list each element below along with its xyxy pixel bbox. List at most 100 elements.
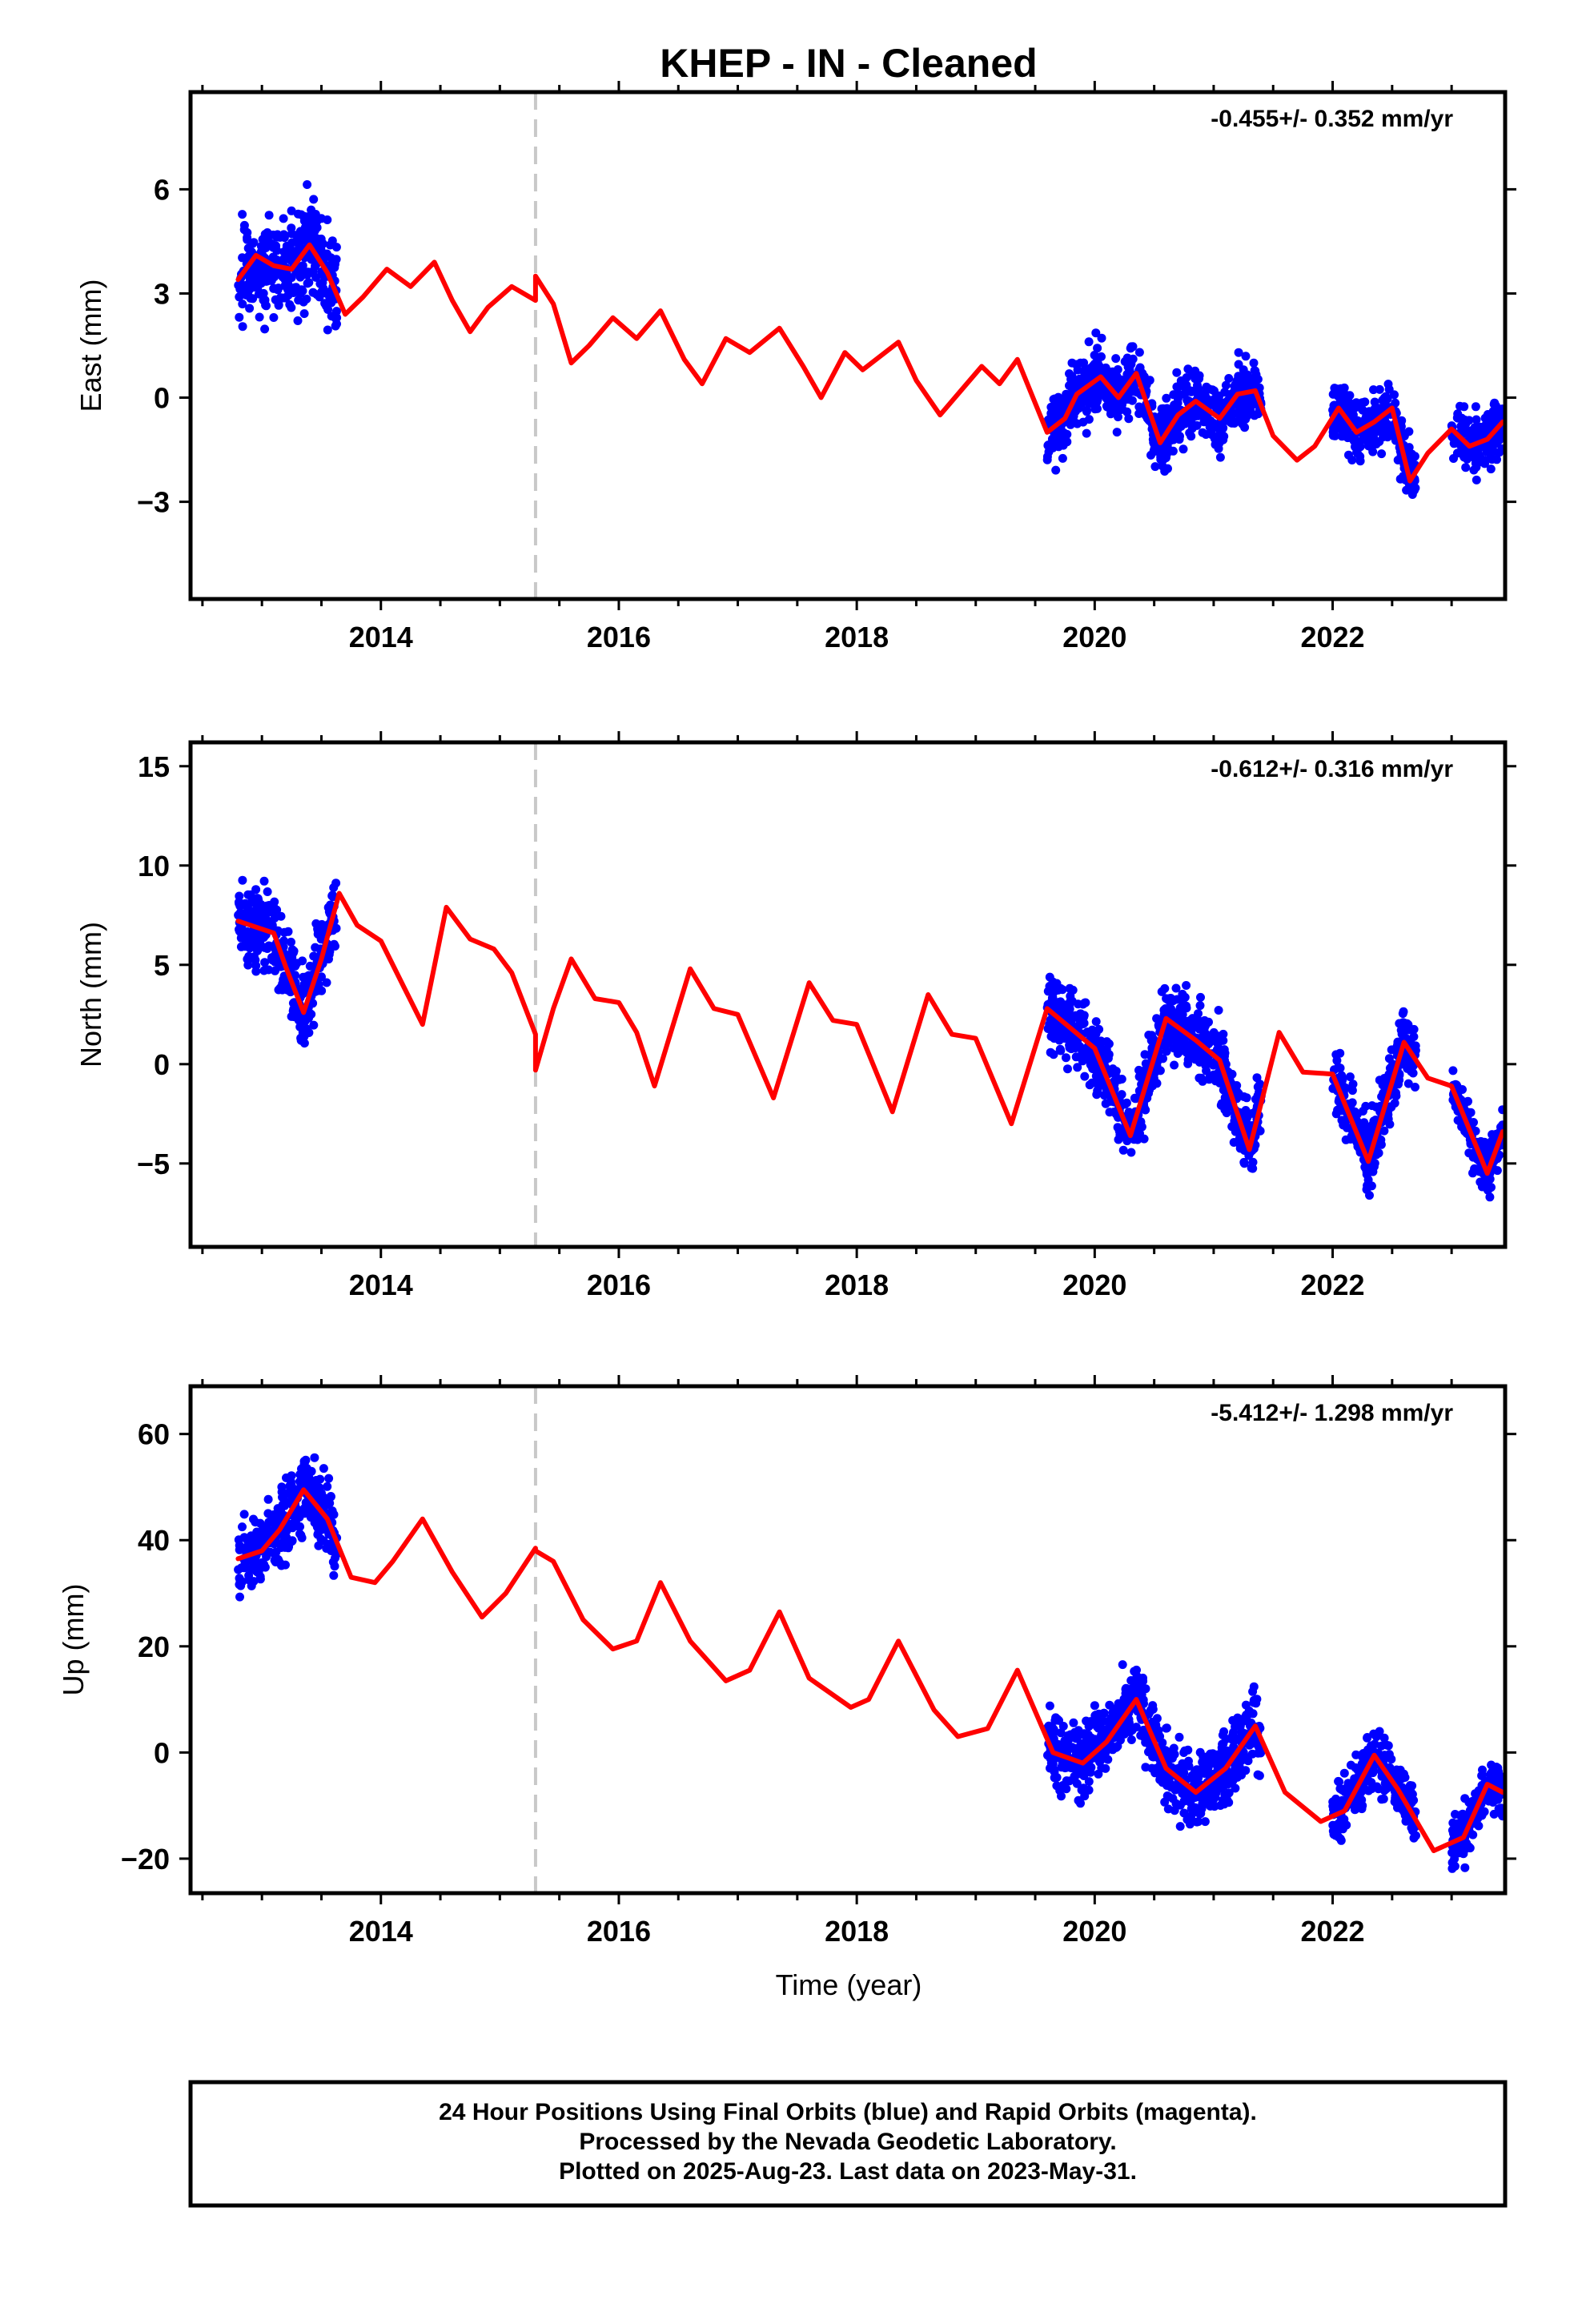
north-data-point (1368, 1167, 1378, 1176)
up-data-point (234, 1565, 243, 1574)
east-data-point (1162, 393, 1171, 403)
north-data-point (1241, 1112, 1250, 1122)
east-data-point (1344, 450, 1353, 460)
north-data-point (1448, 1066, 1458, 1076)
up-data-point (1102, 1745, 1112, 1755)
east-data-point (1449, 439, 1459, 448)
up-data-point (1249, 1695, 1259, 1705)
up-data-point (1239, 1752, 1249, 1762)
east-data-point (1404, 443, 1414, 452)
north-data-point (1050, 1032, 1059, 1042)
east-data-point (243, 290, 253, 300)
east-data-point (1084, 337, 1094, 347)
east-y-tick-label: 3 (154, 277, 170, 310)
east-data-point (1363, 432, 1372, 442)
east-data-point (311, 272, 321, 282)
east-data-point (1173, 424, 1182, 434)
north-data-point (1085, 1031, 1094, 1039)
east-data-point (293, 316, 303, 325)
north-data-point (251, 961, 261, 971)
east-data-point (254, 289, 263, 299)
up-data-point (279, 1493, 288, 1502)
north-data-point (1124, 1108, 1134, 1117)
footer-line-3: Plotted on 2025-Aug-23. Last data on 202… (559, 2158, 1137, 2185)
east-data-point (1470, 450, 1480, 460)
up-data-point (1199, 1791, 1209, 1800)
north-data-point (1395, 1076, 1404, 1085)
east-data-point (1124, 395, 1133, 404)
up-data-point (1200, 1817, 1210, 1827)
up-data-point (259, 1560, 269, 1570)
north-data-point (247, 892, 256, 902)
north-data-point (1171, 983, 1181, 993)
east-data-point (267, 239, 277, 248)
up-data-point (1090, 1701, 1099, 1711)
north-data-point (1241, 1106, 1251, 1115)
up-data-point (1053, 1715, 1062, 1724)
east-data-point (260, 324, 270, 334)
east-data-point (1164, 436, 1174, 446)
up-data-point (1457, 1847, 1467, 1856)
east-data-point (305, 234, 315, 243)
north-data-point (1411, 1083, 1419, 1092)
up-y-tick-label: 60 (138, 1418, 170, 1451)
east-data-point (1118, 404, 1126, 413)
east-data-point (1048, 443, 1058, 452)
east-data-point (249, 238, 259, 247)
north-data-point (264, 919, 274, 928)
east-data-point (323, 325, 332, 335)
up-data-point (1056, 1743, 1066, 1752)
up-data-point (1175, 1822, 1185, 1831)
east-data-point (290, 283, 299, 292)
north-data-point (1187, 1047, 1196, 1057)
north-data-point (1163, 1031, 1173, 1040)
up-data-point (311, 1482, 321, 1492)
north-rate-label: -0.612+/- 0.316 mm/yr (1211, 756, 1453, 782)
east-data-point (1219, 423, 1228, 432)
up-data-point (1357, 1795, 1367, 1805)
north-data-point (1161, 1004, 1170, 1013)
east-data-point (1333, 423, 1342, 432)
east-data-point (1079, 358, 1089, 368)
north-data-point (1086, 1059, 1095, 1069)
up-data-point (1193, 1771, 1202, 1781)
north-data-point (1166, 994, 1175, 1003)
up-data-point (1235, 1763, 1244, 1772)
east-data-point (1251, 366, 1260, 376)
up-x-tick-label: 2014 (349, 1915, 413, 1948)
up-data-point (297, 1469, 307, 1478)
up-data-point (252, 1535, 262, 1545)
up-data-point (1220, 1780, 1230, 1790)
east-data-point (1146, 450, 1155, 460)
east-data-point (1073, 365, 1082, 375)
north-data-point (1120, 1132, 1129, 1141)
north-data-point (1169, 1043, 1178, 1053)
east-data-point (1373, 405, 1383, 415)
east-data-point (1224, 374, 1234, 383)
east-x-tick-label: 2018 (825, 621, 889, 653)
north-y-tick-label: 0 (154, 1048, 170, 1081)
north-data-point (1180, 992, 1190, 1002)
east-data-point (235, 312, 244, 322)
up-x-tick-label: 2022 (1300, 1915, 1364, 1948)
up-data-point (1056, 1728, 1066, 1738)
north-data-points (234, 875, 1508, 1202)
east-data-point (1134, 402, 1144, 412)
east-data-point (1240, 423, 1250, 432)
up-data-point (314, 1541, 323, 1550)
footer-line-2: Processed by the Nevada Geodetic Laborat… (579, 2129, 1116, 2155)
north-data-point (270, 913, 279, 923)
east-data-point (1082, 405, 1091, 415)
north-data-point (1382, 1116, 1391, 1125)
north-data-point (1118, 1145, 1128, 1155)
east-y-axis-label: East (mm) (74, 279, 107, 412)
north-data-point (1335, 1063, 1345, 1073)
east-data-point (264, 211, 274, 220)
east-data-point (269, 283, 279, 293)
east-data-point (235, 292, 244, 302)
north-data-point (322, 978, 331, 987)
up-data-point (1363, 1733, 1372, 1743)
up-data-point (1098, 1732, 1107, 1741)
north-y-tick-label: −5 (137, 1148, 170, 1180)
east-data-point (1456, 421, 1466, 431)
